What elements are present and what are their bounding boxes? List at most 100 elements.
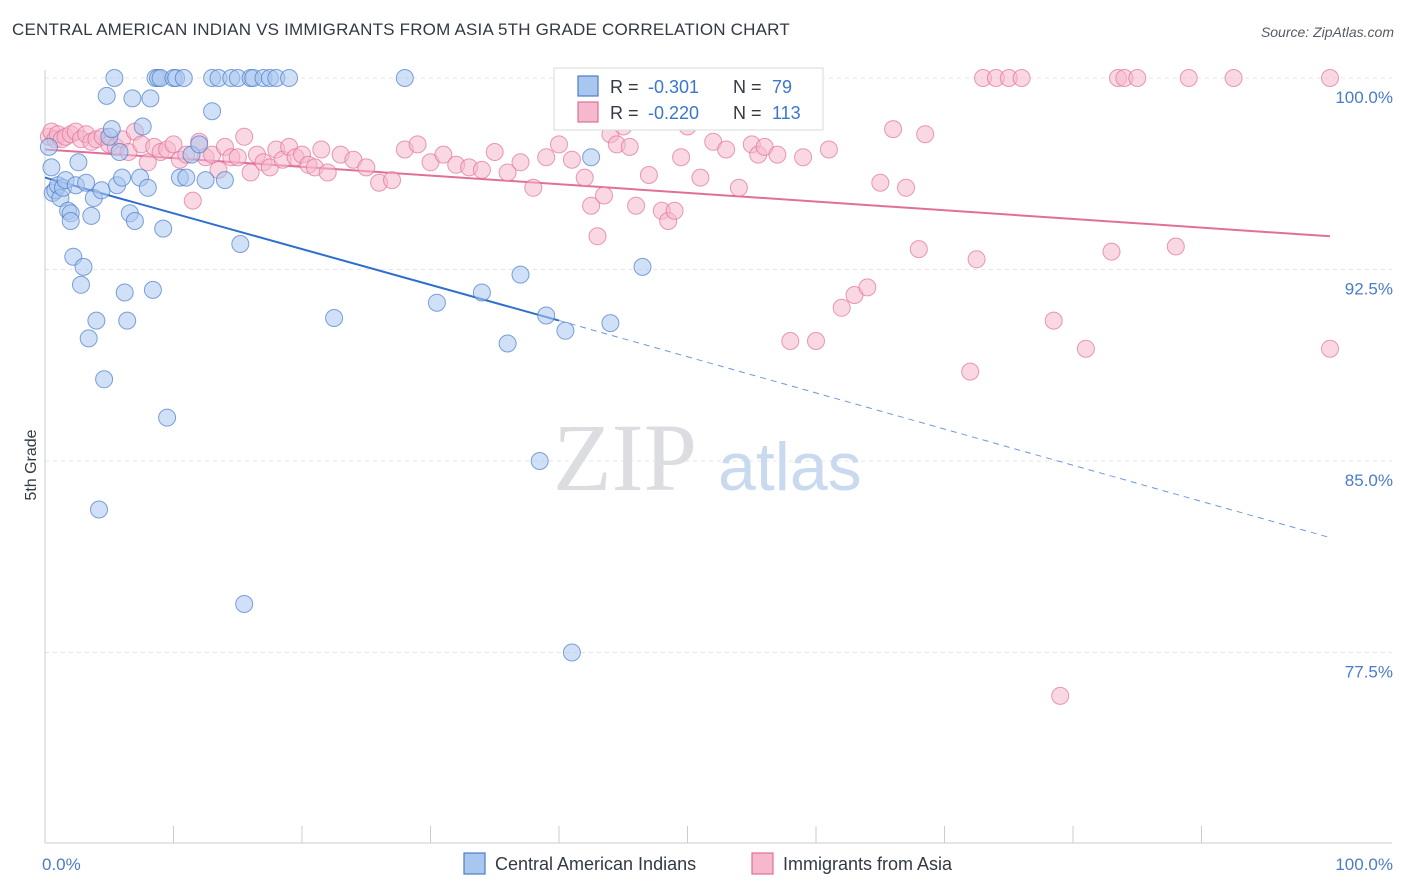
blue-point-68 (325, 309, 344, 327)
blue-point-77 (562, 643, 581, 662)
pink-point-80 (672, 148, 691, 167)
blue-point-54 (203, 102, 222, 121)
pink-point-110 (1076, 339, 1095, 358)
pink-point-52 (383, 171, 401, 190)
blue-point-30 (113, 168, 132, 187)
legend-n-label-2: N = (733, 103, 762, 123)
pink-point-84 (717, 140, 736, 159)
pink-point-76 (639, 166, 658, 184)
pink-point-91 (794, 148, 813, 167)
blue-point-1 (42, 158, 61, 177)
pink-point-66 (562, 150, 581, 169)
legend-swatch-pink (577, 101, 599, 123)
blue-point-44 (154, 219, 173, 238)
pink-point-62 (511, 153, 530, 172)
pink-point-19 (138, 153, 157, 172)
pink-point-99 (897, 178, 915, 197)
blue-point-75 (537, 306, 556, 325)
blue-point-76 (556, 321, 575, 340)
pink-point-34 (235, 127, 254, 146)
y-tick-label-0: 100.0% (1335, 88, 1393, 107)
pink-point-59 (472, 160, 491, 179)
x-tick-labels: 0.0% 100.0% (42, 855, 1393, 874)
blue-point-18 (82, 206, 101, 225)
pink-point-97 (871, 173, 890, 192)
pink-point-67 (575, 168, 594, 187)
pink-point-65 (550, 135, 568, 154)
y-tick-label-1: 92.5% (1345, 280, 1393, 299)
pink-point-108 (1044, 311, 1063, 330)
y-tick-label-3: 77.5% (1345, 663, 1393, 682)
pink-point-93 (819, 140, 838, 159)
pink-point-100 (909, 240, 928, 259)
blue-point-50 (177, 168, 196, 187)
pink-point-94 (832, 298, 851, 317)
blue-point-31 (115, 283, 134, 302)
blue-point-23 (95, 370, 114, 389)
blue-point-52 (190, 135, 209, 154)
blue-point-32 (118, 311, 137, 330)
x-tick-label-1: 100.0% (1335, 855, 1393, 874)
pink-point-79 (665, 201, 684, 220)
pink-point-33 (228, 148, 247, 167)
blue-point-24 (97, 86, 116, 105)
pink-point-47 (318, 163, 337, 182)
pink-point-90 (781, 332, 800, 350)
legend-r-value-2: -0.220 (648, 103, 699, 123)
blue-point-49 (174, 69, 193, 87)
blue-point-80 (633, 257, 652, 276)
pink-point-74 (620, 137, 639, 156)
watermark-atlas: atlas (718, 429, 862, 505)
pink-point-109 (1051, 686, 1070, 705)
blue-point-72 (498, 334, 517, 353)
pink-point-98 (884, 120, 903, 139)
blue-point-60 (231, 235, 250, 253)
blue-point-15 (74, 257, 93, 276)
legend-r-value-1: -0.301 (648, 77, 699, 97)
blue-trend-line (44, 176, 560, 322)
blue-point-67 (280, 69, 299, 87)
blue-point-13 (69, 153, 88, 172)
x-tick-label-0: 0.0% (42, 855, 81, 874)
watermark-zip: ZIP (553, 404, 697, 511)
watermark: ZIP atlas (553, 404, 862, 511)
blue-point-17 (79, 329, 98, 348)
blue-point-79 (601, 314, 620, 333)
y-axis-title: 5th Grade (23, 429, 40, 500)
chart-title: CENTRAL AMERICAN INDIAN VS IMMIGRANTS FR… (12, 20, 790, 39)
pink-point-107 (1012, 69, 1031, 87)
pink-point-82 (691, 168, 710, 187)
blue-point-38 (138, 178, 157, 197)
pink-point-116 (1179, 69, 1198, 87)
pink-point-92 (807, 332, 825, 350)
pink-point-89 (768, 145, 787, 164)
pink-point-26 (183, 191, 202, 210)
blue-point-21 (90, 500, 108, 519)
blue-point-45 (158, 408, 177, 427)
y-tick-labels: 100.0% 92.5% 85.0% 77.5% (1335, 88, 1393, 682)
blue-point-61 (235, 595, 254, 613)
blue-point-20 (87, 311, 106, 330)
blue-point-22 (92, 181, 111, 200)
legend-n-label-1: N = (733, 77, 762, 97)
pink-point-103 (967, 250, 986, 269)
pink-point-102 (961, 362, 980, 381)
blue-point-73 (511, 265, 530, 284)
blue-point-74 (530, 452, 549, 470)
blue-point-78 (582, 148, 601, 167)
series-legend-swatch-pink (751, 852, 774, 875)
blue-point-57 (215, 171, 234, 190)
legend-n-value-1: 79 (772, 77, 792, 97)
pink-point-115 (1166, 237, 1185, 256)
stats-legend-frame (553, 67, 824, 131)
blue-point-27 (105, 69, 124, 87)
pink-point-75 (627, 196, 646, 215)
blue-point-37 (133, 117, 152, 136)
series-legend-label-blue: Central American Indians (495, 854, 696, 874)
blue-point-0 (39, 137, 58, 156)
pink-point-60 (485, 143, 504, 161)
series-legend-label-pink: Immigrants from Asia (783, 854, 953, 874)
pink-point-118 (1321, 339, 1339, 358)
pink-point-54 (408, 135, 427, 154)
blue-point-26 (102, 120, 121, 139)
